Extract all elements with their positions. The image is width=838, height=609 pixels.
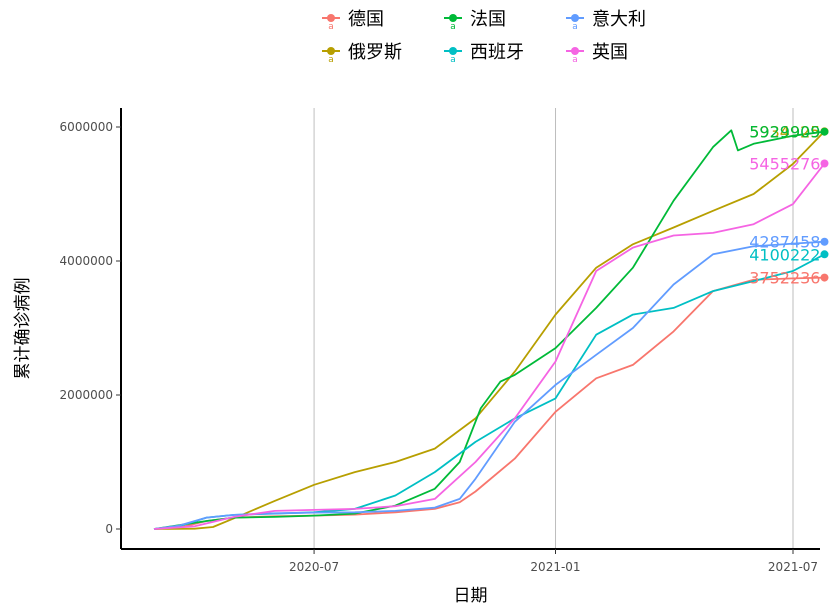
- legend-item-1: a 俄罗斯: [322, 42, 402, 65]
- series-end-point-2: [820, 127, 829, 136]
- legend: a 德国 a 俄罗斯 a 法国 a 西班牙 a 意大利 a 英国: [322, 9, 646, 65]
- x-tick-label: 2021-01: [530, 560, 580, 574]
- y-axis-title: 累计确诊病例: [13, 278, 33, 380]
- y-tick-label: 2000000: [60, 388, 113, 402]
- legend-item-4: a 意大利: [566, 9, 646, 32]
- series-end-label-3: 4100222: [749, 245, 820, 264]
- legend-label: 德国: [348, 9, 384, 30]
- y-tick-label: 0: [105, 522, 113, 536]
- gridlines: [313, 108, 794, 549]
- series-end-label-5: 5455276: [749, 154, 820, 173]
- y-tick-label: 4000000: [60, 254, 113, 268]
- legend-label: 西班牙: [470, 42, 524, 63]
- legend-key-glyph: a: [450, 55, 456, 65]
- y-tick-label: 6000000: [60, 120, 113, 134]
- series-end-label-0: 3752236: [749, 269, 820, 288]
- legend-key-point: [571, 47, 579, 55]
- series-line-3: [153, 253, 825, 530]
- legend-key-glyph: a: [572, 22, 578, 32]
- legend-label: 法国: [470, 9, 506, 30]
- legend-item-2: a 法国: [444, 9, 506, 32]
- x-tick-label: 2020-07: [289, 560, 339, 574]
- legend-key-glyph: a: [450, 22, 456, 32]
- series-end-label-1: 5934925: [749, 122, 820, 141]
- legend-key-glyph: a: [572, 55, 578, 65]
- series-line-1: [153, 130, 826, 530]
- legend-key-point: [571, 14, 579, 22]
- series-end-point-0: [820, 273, 829, 282]
- series-end-label-2: 5929909: [749, 123, 820, 142]
- series-end-label-4: 4287458: [749, 233, 820, 252]
- legend-label: 意大利: [592, 9, 646, 30]
- x-tick-label: 2021-07: [768, 560, 818, 574]
- legend-label: 英国: [592, 42, 628, 63]
- x-ticks: 2020-07 2021-01 2021-07: [289, 549, 818, 574]
- series-end-point-5: [820, 159, 829, 168]
- series-line-2: [153, 129, 825, 530]
- legend-item-5: a 英国: [566, 42, 628, 65]
- series-line-4: [153, 240, 825, 530]
- legend-key-point: [449, 47, 457, 55]
- legend-item-0: a 德国: [322, 9, 384, 32]
- x-axis-title: 日期: [454, 586, 488, 606]
- series-end-point-3: [820, 250, 829, 259]
- series-line-5: [153, 162, 826, 530]
- y-ticks: 0 2000000 4000000 6000000: [60, 120, 121, 536]
- axes: [120, 108, 820, 550]
- legend-key-glyph: a: [328, 22, 334, 32]
- legend-key-point: [327, 47, 335, 55]
- legend-key-glyph: a: [328, 55, 334, 65]
- legend-label: 俄罗斯: [348, 42, 402, 63]
- legend-item-3: a 西班牙: [444, 42, 524, 65]
- legend-key-point: [327, 14, 335, 22]
- series-end-point-4: [820, 237, 829, 246]
- legend-key-point: [449, 14, 457, 22]
- series: [153, 127, 829, 530]
